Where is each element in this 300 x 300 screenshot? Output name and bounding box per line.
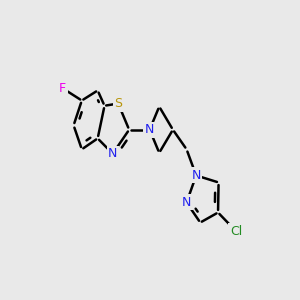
Text: N: N [182,196,191,209]
Text: S: S [114,97,122,110]
Text: N: N [191,169,201,182]
Text: Cl: Cl [230,225,242,238]
Text: N: N [145,123,154,136]
Text: N: N [108,147,117,160]
Text: F: F [59,82,66,95]
